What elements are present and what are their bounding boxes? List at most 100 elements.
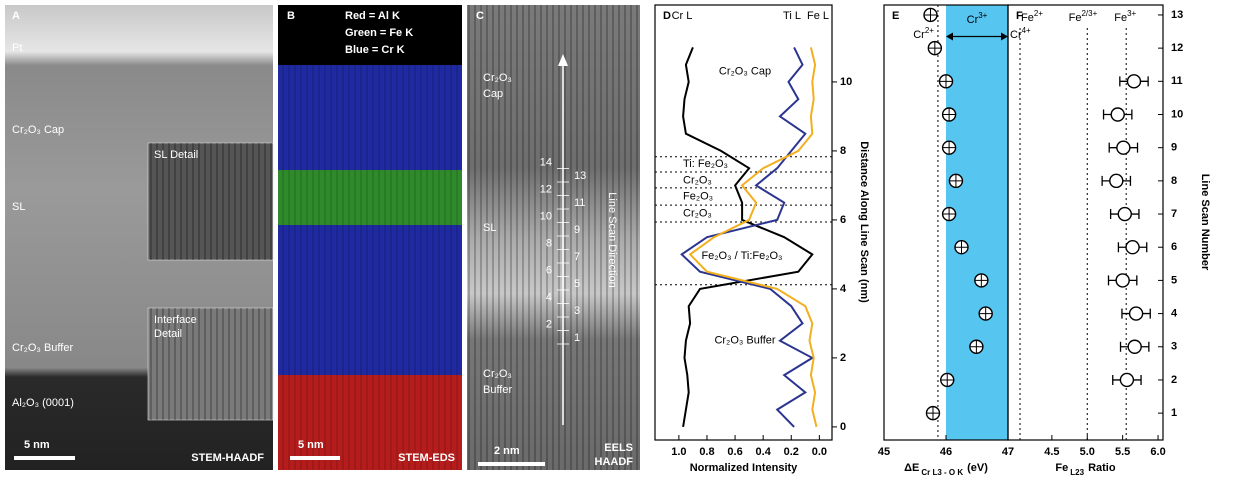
y-tick-label: 5 xyxy=(1171,274,1177,286)
direction-label: Line Scan Direction xyxy=(606,192,618,287)
panel-letter: F xyxy=(1016,10,1023,22)
plot-background xyxy=(884,5,1163,440)
charts: D Cr L Ti L Fe L Cr₂O₃ Cap Ti: Fe₂O₃ Cr₂O₃ Fe₂O… xyxy=(655,5,1211,477)
annotation: Cr₂O₃ xyxy=(683,174,712,186)
legend-label: Fe L xyxy=(807,10,829,22)
point-cross xyxy=(928,42,941,55)
y-tick-label: 8 xyxy=(840,145,846,157)
plot-frame xyxy=(654,4,833,441)
legend-label: Cr L xyxy=(672,10,693,22)
x-tick-label: 4.5 xyxy=(1044,446,1059,458)
charge: 3+ xyxy=(978,11,987,20)
y-tick-label: 3 xyxy=(1171,341,1177,353)
inset-label: SL Detail xyxy=(154,149,198,161)
annotation: Cr₂O₃ Cap xyxy=(719,65,771,77)
point-cross xyxy=(943,141,956,154)
ion-label: Fe2/3+ xyxy=(1069,9,1098,24)
inset-label: Interface xyxy=(154,314,197,326)
data-point xyxy=(1126,74,1142,89)
x-axis-label: ΔE Cr L3 - O K (eV) xyxy=(904,462,988,477)
point-cross xyxy=(975,274,988,287)
x-tick-label: 0.0 xyxy=(812,446,827,458)
ion-label: Cr3+ xyxy=(967,11,988,26)
y-tick-label: 2 xyxy=(1171,374,1177,386)
scan-number: 2 xyxy=(546,318,552,330)
panel-letter: C xyxy=(476,10,484,22)
x-axis-label-part: (eV) xyxy=(967,462,988,474)
x-tick-label: 6.0 xyxy=(1150,446,1165,458)
layer-label: SL xyxy=(483,222,496,234)
point-cross xyxy=(955,241,968,254)
ion-label: Cr4+ xyxy=(1010,25,1031,40)
x-axis-label-part: Fe xyxy=(1055,462,1068,474)
eds-legend: Red = Al K xyxy=(345,10,400,22)
y-tick-label: 7 xyxy=(1171,208,1177,220)
panel-letter: A xyxy=(12,10,20,22)
scan-number: 1 xyxy=(574,332,580,344)
element: Fe xyxy=(1114,12,1127,24)
inset-label: Detail xyxy=(154,328,182,340)
plot-frame xyxy=(1007,4,1164,441)
layer-label: Al₂O₃ (0001) xyxy=(12,397,74,409)
x-tick-label: 45 xyxy=(878,446,890,458)
data-point xyxy=(1117,206,1132,222)
x-axis-label-part: Ratio xyxy=(1088,462,1116,474)
annotation: Fe₂O₃ xyxy=(683,190,713,202)
intensity-line xyxy=(682,47,814,428)
point-cross xyxy=(940,75,952,88)
y-tick-label: 4 xyxy=(840,283,847,295)
annotation: Ti: Fe₂O₃ xyxy=(683,158,728,170)
ion-label: Fe3+ xyxy=(1114,9,1136,24)
technique-label: STEM-EDS xyxy=(398,452,455,464)
element: Cr xyxy=(913,29,925,41)
scan-number: 12 xyxy=(540,183,552,195)
x-axis-label-part: L23 xyxy=(1070,468,1084,477)
eels-texture xyxy=(467,5,640,470)
scan-number: 11 xyxy=(574,197,585,209)
scale-bar-label: 5 nm xyxy=(24,439,50,451)
y-tick-label: 6 xyxy=(1171,241,1177,253)
y-axis-label: Line Scan Number xyxy=(1199,174,1211,271)
y-tick-label: 11 xyxy=(1171,75,1183,87)
data-point xyxy=(1116,140,1131,155)
x-tick-label: 1.0 xyxy=(671,446,686,458)
panel-letter: D xyxy=(663,10,671,22)
layer-label: Cap xyxy=(483,88,503,100)
x-tick-label: 0.2 xyxy=(784,446,799,458)
eds-background xyxy=(278,5,462,65)
ion-label: Cr2+ xyxy=(913,25,934,40)
y-tick-label: 4 xyxy=(1171,307,1178,319)
arrow-head xyxy=(946,32,1008,41)
y-tick-label: 12 xyxy=(1171,42,1183,54)
technique-label: HAADF xyxy=(595,456,634,468)
x-tick-label: 0.6 xyxy=(727,446,742,458)
x-axis-label: Normalized Intensity xyxy=(690,462,798,474)
scan-number: 13 xyxy=(574,170,586,182)
data-point xyxy=(1109,173,1124,189)
y-tick-label: 8 xyxy=(1171,175,1177,187)
point-cross xyxy=(970,340,983,353)
point-cross xyxy=(924,8,937,21)
data-point xyxy=(1128,306,1144,321)
scan-number: 5 xyxy=(574,278,580,290)
layer-label: Cr₂O₃ Cap xyxy=(12,124,64,136)
intensity-line xyxy=(688,47,818,428)
x-tick-label: 5.0 xyxy=(1080,446,1095,458)
eds-legend: Green = Fe K xyxy=(345,27,413,39)
scan-number: 6 xyxy=(546,264,552,276)
data-point xyxy=(1125,240,1140,255)
point-cross xyxy=(943,208,956,221)
charge: 2+ xyxy=(1034,9,1043,18)
intensity-line xyxy=(680,46,815,428)
element: Cr xyxy=(967,14,979,26)
data-point xyxy=(1127,339,1142,354)
layer-label: Cr₂O₃ xyxy=(483,368,512,380)
eds-legend: Blue = Cr K xyxy=(345,44,405,56)
eds-texture xyxy=(278,65,462,470)
y-tick-label: 10 xyxy=(1171,108,1183,120)
y-tick-label: 6 xyxy=(840,214,846,226)
x-tick-label: 5.5 xyxy=(1115,446,1130,458)
layer-label: Cr₂O₃ Buffer xyxy=(12,342,73,354)
charge: 2+ xyxy=(925,25,934,34)
